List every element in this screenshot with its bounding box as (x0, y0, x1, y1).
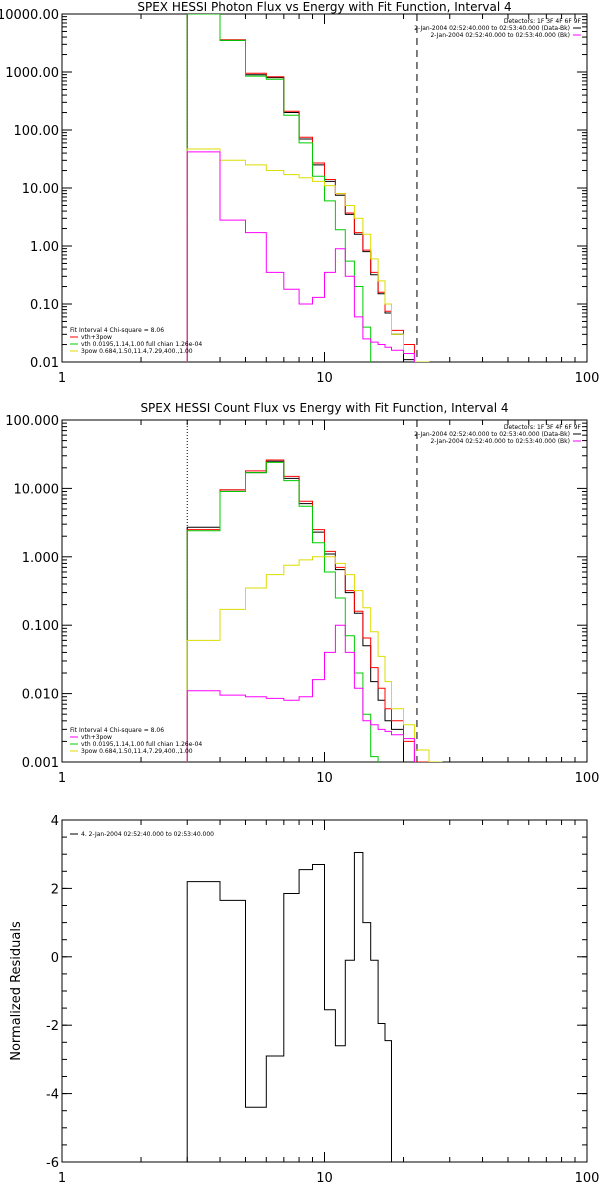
chart-title: SPEX HESSI Photon Flux vs Energy with Fi… (137, 0, 511, 14)
series-vth-3pow-line (186, 14, 430, 362)
x-tick-label: 1 (58, 1171, 66, 1186)
x-tick-label: 1 (58, 371, 66, 386)
series-4-line (186, 624, 415, 762)
x-tick-label: 100 (575, 371, 600, 386)
x-tick-label: 10 (316, 1171, 333, 1186)
series-3pow-line (186, 148, 430, 362)
legend-entry: 3pow 0.684,1.50,11.4,7.29,400.,1.00 (81, 748, 193, 755)
legend-header: Fit Interval 4 Chi-square = 8.06 (70, 327, 164, 334)
y-tick-label: 0.01 (30, 356, 59, 371)
photon-flux-panel: SPEX HESSI Photon Flux vs Energy with Fi… (0, 0, 600, 386)
series-vth-line (186, 461, 379, 762)
y-tick-label: 100.00 (14, 124, 60, 139)
detectors-label: Detectors: 1F 3F 4F 6F 9F (504, 424, 582, 431)
x-tick-label: 100 (575, 1171, 600, 1186)
x-tick-label: 10 (316, 371, 333, 386)
detectors-label: Detectors: 1F 3F 4F 6F 9F (504, 18, 582, 25)
y-tick-label: 2 (51, 882, 59, 897)
legend-entry: vth 0.0195,1.14,1.00 full chian 1.26e-04 (81, 741, 202, 748)
count-flux-panel: SPEX HESSI Count Flux vs Energy with Fit… (5, 401, 600, 786)
legend-entry: 2-Jan-2004 02:52:40.000 to 02:53:40.000 … (430, 32, 570, 39)
y-tick-label: -4 (46, 1088, 59, 1103)
plot-area (186, 852, 404, 1162)
y-tick-label: 1.00 (30, 240, 59, 255)
residuals-panel: 1 10 100 4 2 0 -2 -4 -6 Normalized Residuals 4. 2-… (9, 814, 600, 1186)
legend-entry: 4. 2-Jan-2004 02:52:40.000 to 02:53:40.0… (81, 831, 214, 838)
series-3pow-line (186, 556, 443, 762)
y-tick-label: -6 (46, 1156, 59, 1171)
y-tick-label: 10000.00 (0, 8, 59, 23)
legend-entry: 3pow 0.684,1.50,11.4,7.29,400.,1.00 (81, 348, 193, 355)
y-tick-label: 0.010 (22, 688, 59, 703)
legend-entry: vth+3pow (81, 734, 112, 741)
series-4-line (186, 151, 415, 362)
y-tick-label: 0 (51, 951, 59, 966)
plot-frame (61, 419, 588, 763)
y-tick-label: 100.000 (5, 414, 59, 429)
y-tick-label: 10.00 (22, 182, 59, 197)
y-tick-label: 4 (51, 814, 59, 829)
chart-title: SPEX HESSI Count Flux vs Energy with Fit… (140, 401, 508, 415)
series-0-line (186, 460, 415, 762)
y-tick-label: 0.001 (22, 756, 59, 771)
y-tick-label: 1.000 (22, 551, 59, 566)
legend-header: Fit Interval 4 Chi-square = 8.06 (70, 727, 164, 734)
series-vth-line (186, 14, 372, 362)
y-tick-label: 10.000 (14, 482, 60, 497)
x-tick-label: 10 (316, 771, 333, 786)
y-tick-label: 0.100 (22, 619, 59, 634)
legend-entry: 2-Jan-2004 02:52:40.000 to 02:53:40.000 … (414, 25, 570, 32)
x-tick-label: 1 (58, 771, 66, 786)
legend-entry: 2-Jan-2004 02:52:40.000 to 02:53:40.000 … (430, 438, 570, 445)
y-tick-label: -2 (46, 1019, 59, 1034)
y-tick-label: 1000.00 (5, 66, 59, 81)
x-tick-label: 100 (575, 771, 600, 786)
legend-entry: vth+3pow (81, 334, 112, 341)
y-axis-label: Normalized Residuals (9, 921, 24, 1061)
legend-entry: 2-Jan-2004 02:52:40.000 to 02:53:40.000 … (414, 431, 570, 438)
series-4--line (186, 852, 404, 1162)
legend-entry: vth 0.0195,1.14,1.00 full chian 1.26e-04 (81, 341, 202, 348)
plot-area (186, 420, 443, 762)
plot-area (186, 14, 430, 362)
y-tick-label: 0.10 (30, 298, 59, 313)
